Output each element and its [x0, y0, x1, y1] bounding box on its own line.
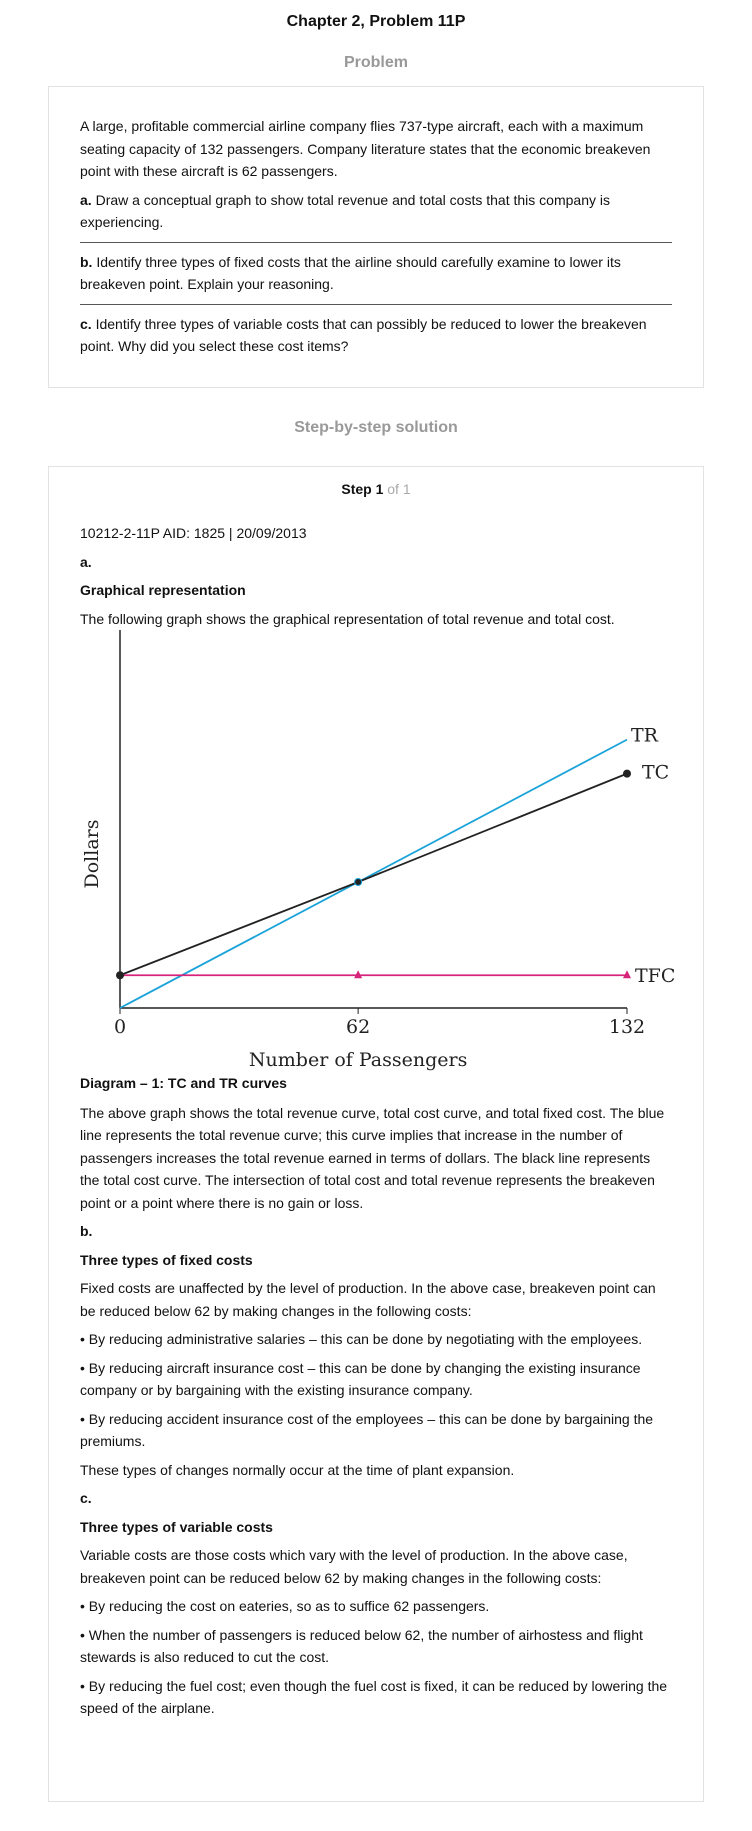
separator [80, 241, 672, 243]
part-c-text: Identify three types of variable costs t… [80, 315, 647, 355]
list-item: • By reducing the cost on eateries, so a… [80, 1598, 490, 1614]
separator [80, 303, 672, 305]
problem-heading: Problem [343, 54, 408, 71]
part-a-text: The following graph shows the graphical … [80, 610, 615, 627]
tc-end-point [623, 769, 631, 778]
part-c-intro: Variable costs are those costs which var… [80, 1547, 628, 1586]
problem-intro: A large, profitable commercial airline c… [80, 118, 651, 179]
list-item: • By reducing aircraft insurance cost – … [80, 1359, 641, 1399]
y-axis-label: Dollars [81, 820, 103, 889]
breakeven-point [354, 878, 363, 886]
part-b-intro: Fixed costs are unaffected by the level … [80, 1280, 656, 1319]
part-b-label: b. [80, 253, 93, 270]
tfc-marker [354, 970, 363, 979]
tfc-marker [623, 970, 631, 979]
tfc-label: TFC [635, 965, 675, 987]
part-a-explanation: The above graph shows the total revenue … [80, 1104, 665, 1211]
part-a-label: a. [80, 191, 92, 208]
tc-start-point [116, 971, 124, 980]
x-tick-label: 132 [609, 1016, 645, 1038]
list-item: • By reducing the fuel cost; even though… [80, 1677, 668, 1717]
tc-label: TC [642, 762, 669, 784]
x-tick-label: 62 [346, 1016, 370, 1038]
part-b-text: Identify three types of fixed costs that… [80, 253, 621, 293]
step-label: Step 1 [341, 481, 384, 497]
step-indicator: Step 1 of 1 [80, 467, 672, 501]
chart-svg: 0 62 132 Number of Passengers Dollars TR TC TFC [81, 630, 675, 1071]
list-item: • When the number of passengers is reduc… [80, 1626, 643, 1666]
problem-card: A large, profitable commercial airline c… [48, 86, 704, 388]
solution-heading: Step-by-step solution [294, 419, 458, 436]
diagram-caption: Diagram – 1: TC and TR curves [80, 1075, 287, 1091]
part-c-label: c. [80, 315, 92, 332]
part-b-heading: Three types of fixed costs [80, 1251, 253, 1268]
problem-part-c: c. Identify three types of variable cost… [80, 313, 672, 358]
part-c-label: c. [80, 1490, 92, 1506]
tr-line [119, 738, 628, 1009]
x-tick-label: 0 [114, 1016, 126, 1038]
solution-card: Step 1 of 1 10212-2-11P AID: 1825 | 20/0… [48, 466, 704, 1802]
part-a-heading: Graphical representation [80, 582, 246, 598]
tc-tr-chart: 0 62 132 Number of Passengers Dollars TR TC TFC [80, 630, 680, 1080]
x-axis-label: Number of Passengers [249, 1049, 467, 1071]
problem-part-a: a. Draw a conceptual graph to show total… [80, 189, 672, 234]
part-c-heading: Three types of variable costs [80, 1518, 273, 1535]
part-a-label: a. [80, 553, 92, 570]
page-title: Chapter 2, Problem 11P [286, 13, 466, 30]
step-of: of 1 [383, 481, 411, 497]
part-a-text: Draw a conceptual graph to show total re… [80, 191, 610, 231]
part-b-label: b. [80, 1223, 93, 1239]
tr-label: TR [631, 725, 659, 747]
part-b-outro: These types of changes normally occur at… [80, 1461, 515, 1478]
aid-line: 10212-2-11P AID: 1825 | 20/09/2013 [80, 525, 307, 541]
list-item: • By reducing accident insurance cost of… [80, 1410, 654, 1450]
list-item: • By reducing administrative salaries – … [80, 1331, 643, 1347]
problem-part-b: b. Identify three types of fixed costs t… [80, 251, 672, 296]
